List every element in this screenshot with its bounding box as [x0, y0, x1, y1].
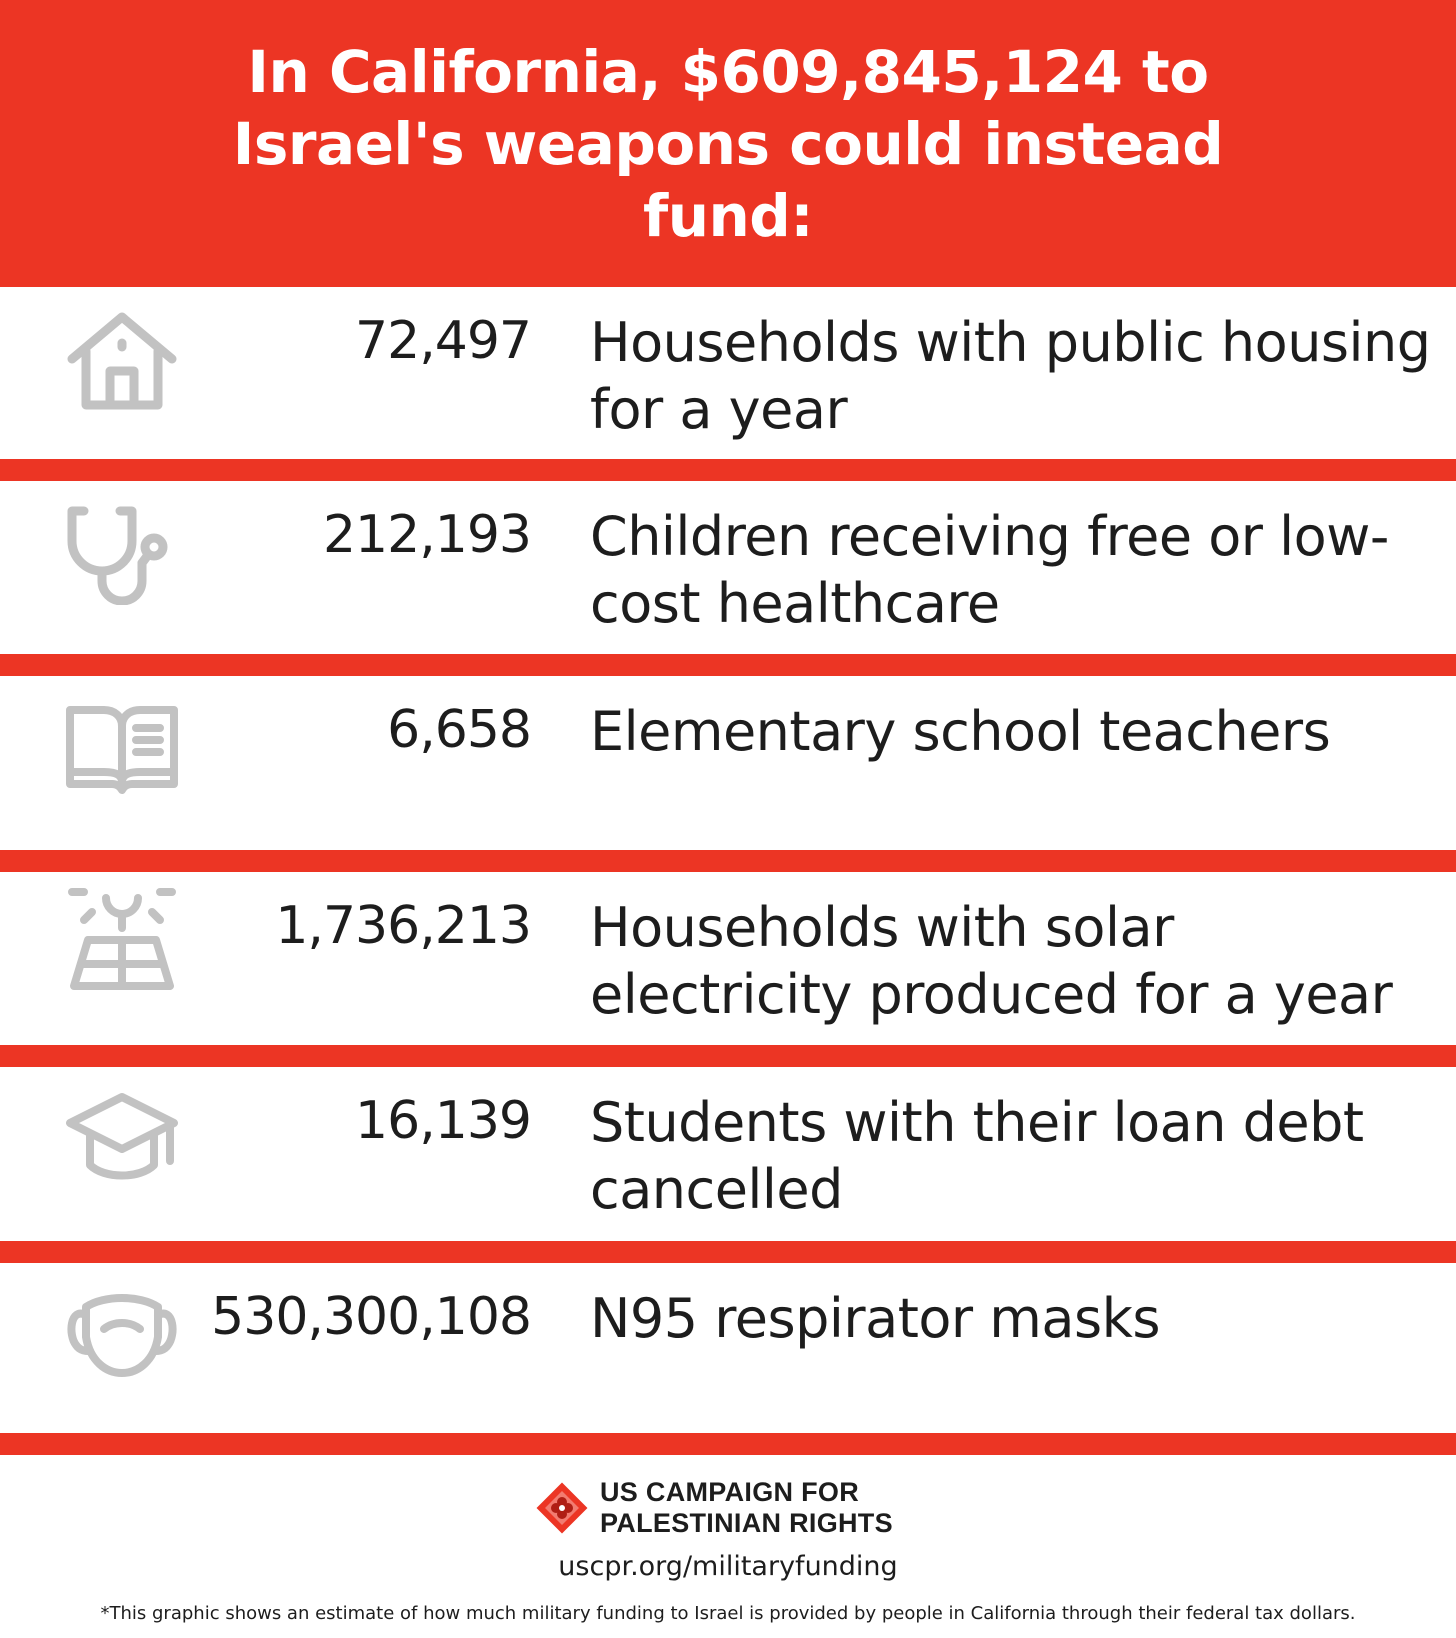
- stat-description: Children receiving free or low-cost heal…: [590, 505, 1389, 635]
- uscpr-logo: US CAMPAIGN FOR PALESTINIAN RIGHTS: [536, 1477, 893, 1539]
- face-mask-icon: [64, 1285, 180, 1389]
- footer: US CAMPAIGN FOR PALESTINIAN RIGHTS uscpr…: [0, 1455, 1456, 1638]
- book-icon: [64, 696, 180, 800]
- graduation-cap-icon: [64, 1087, 180, 1191]
- stat-value: 530,300,108: [211, 1287, 532, 1347]
- stat-row-solar: 1,736,213 Households with solar electric…: [0, 872, 1456, 1045]
- divider: [0, 1241, 1456, 1263]
- uscpr-emblem-icon: [536, 1482, 588, 1534]
- stat-value: 1,736,213: [275, 896, 532, 956]
- divider: [0, 459, 1456, 481]
- stat-value: 72,497: [355, 311, 532, 371]
- stat-description: Elementary school teachers: [590, 700, 1331, 763]
- page-title: In California, $609,845,124 to Israel's …: [232, 37, 1224, 250]
- stat-description: Students with their loan debt cancelled: [590, 1091, 1364, 1221]
- stat-value: 16,139: [355, 1091, 532, 1151]
- solar-panel-icon: [64, 886, 180, 990]
- divider: [0, 850, 1456, 872]
- stethoscope-icon: [64, 501, 180, 605]
- stat-value: 6,658: [387, 700, 532, 760]
- stat-row-healthcare: 212,193 Children receiving free or low-c…: [0, 481, 1456, 654]
- header-banner: In California, $609,845,124 to Israel's …: [0, 0, 1456, 287]
- stat-description: N95 respirator masks: [590, 1287, 1161, 1350]
- stat-row-teachers: 6,658 Elementary school teachers: [0, 676, 1456, 850]
- footnote: *This graphic shows an estimate of how m…: [100, 1603, 1356, 1624]
- divider: [0, 1433, 1456, 1455]
- logo-line-1: US CAMPAIGN FOR: [600, 1477, 859, 1507]
- stat-row-masks: 530,300,108 N95 respirator masks: [0, 1263, 1456, 1433]
- logo-line-2: PALESTINIAN RIGHTS: [600, 1508, 893, 1538]
- stat-row-housing: 72,497 Households with public housing fo…: [0, 287, 1456, 459]
- house-icon: [64, 307, 180, 411]
- stat-value: 212,193: [322, 505, 532, 565]
- stat-description: Households with public housing for a yea…: [590, 311, 1431, 441]
- stat-row-student-debt: 16,139 Students with their loan debt can…: [0, 1067, 1456, 1241]
- divider: [0, 1045, 1456, 1067]
- stat-description: Households with solar electricity produc…: [590, 896, 1393, 1026]
- divider: [0, 654, 1456, 676]
- website-link[interactable]: uscpr.org/militaryfunding: [558, 1551, 898, 1582]
